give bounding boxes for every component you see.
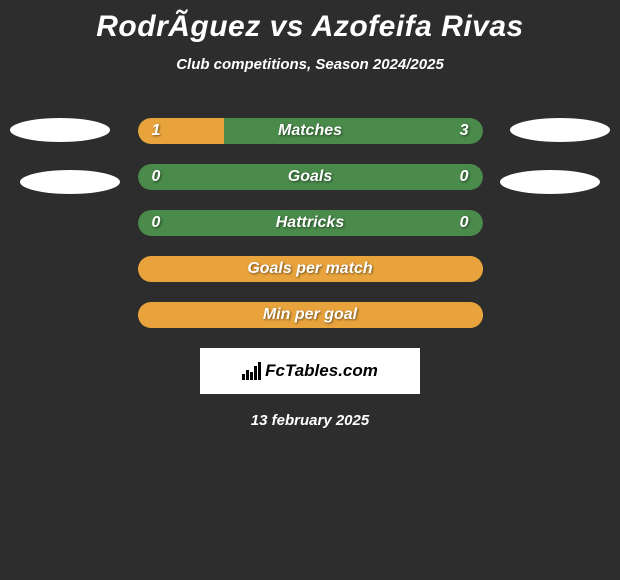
stat-bar-row: Hattricks0 0 [138, 210, 483, 236]
comparison-title: RodrÃ­guez vs Azofeifa Rivas [0, 0, 620, 44]
stat-bar-row: Goals per match [138, 256, 483, 282]
stat-bar: Goals0 0 [138, 164, 483, 190]
stat-value-left: 0 [152, 210, 161, 236]
stat-bar: Matches1 3 [138, 118, 483, 144]
stat-bars-container: Matches13Goals00Hattricks00Goals per mat… [138, 118, 483, 328]
stat-bar: Hattricks0 0 [138, 210, 483, 236]
stat-label: Min per goal [138, 302, 483, 328]
player-left-ellipse-2 [20, 170, 120, 194]
player-left-ellipse-1 [10, 118, 110, 142]
stat-label: Goals [138, 164, 483, 190]
stat-label: Goals per match [138, 256, 483, 282]
stat-bar: Goals per match [138, 256, 483, 282]
stat-value-right: 0 [460, 164, 469, 190]
brand-text: FcTables.com [265, 361, 378, 381]
stat-value-right: 0 [460, 210, 469, 236]
stat-bar-row: Goals0 0 [138, 164, 483, 190]
brand-chart-icon [242, 362, 261, 380]
chart-content: Matches13Goals00Hattricks00Goals per mat… [0, 118, 620, 429]
comparison-subtitle: Club competitions, Season 2024/2025 [0, 56, 620, 73]
stat-bar-row: Matches1 3 [138, 118, 483, 144]
stat-bar: Min per goal [138, 302, 483, 328]
snapshot-date: 13 february 2025 [0, 412, 620, 429]
brand-badge: FcTables.com [200, 348, 420, 394]
stat-value-right: 3 [460, 118, 469, 144]
stat-value-left: 0 [152, 164, 161, 190]
stat-label: Hattricks [138, 210, 483, 236]
player-right-ellipse-1 [510, 118, 610, 142]
stat-bar-row: Min per goal [138, 302, 483, 328]
stat-label: Matches [138, 118, 483, 144]
player-right-ellipse-2 [500, 170, 600, 194]
stat-value-left: 1 [152, 118, 161, 144]
